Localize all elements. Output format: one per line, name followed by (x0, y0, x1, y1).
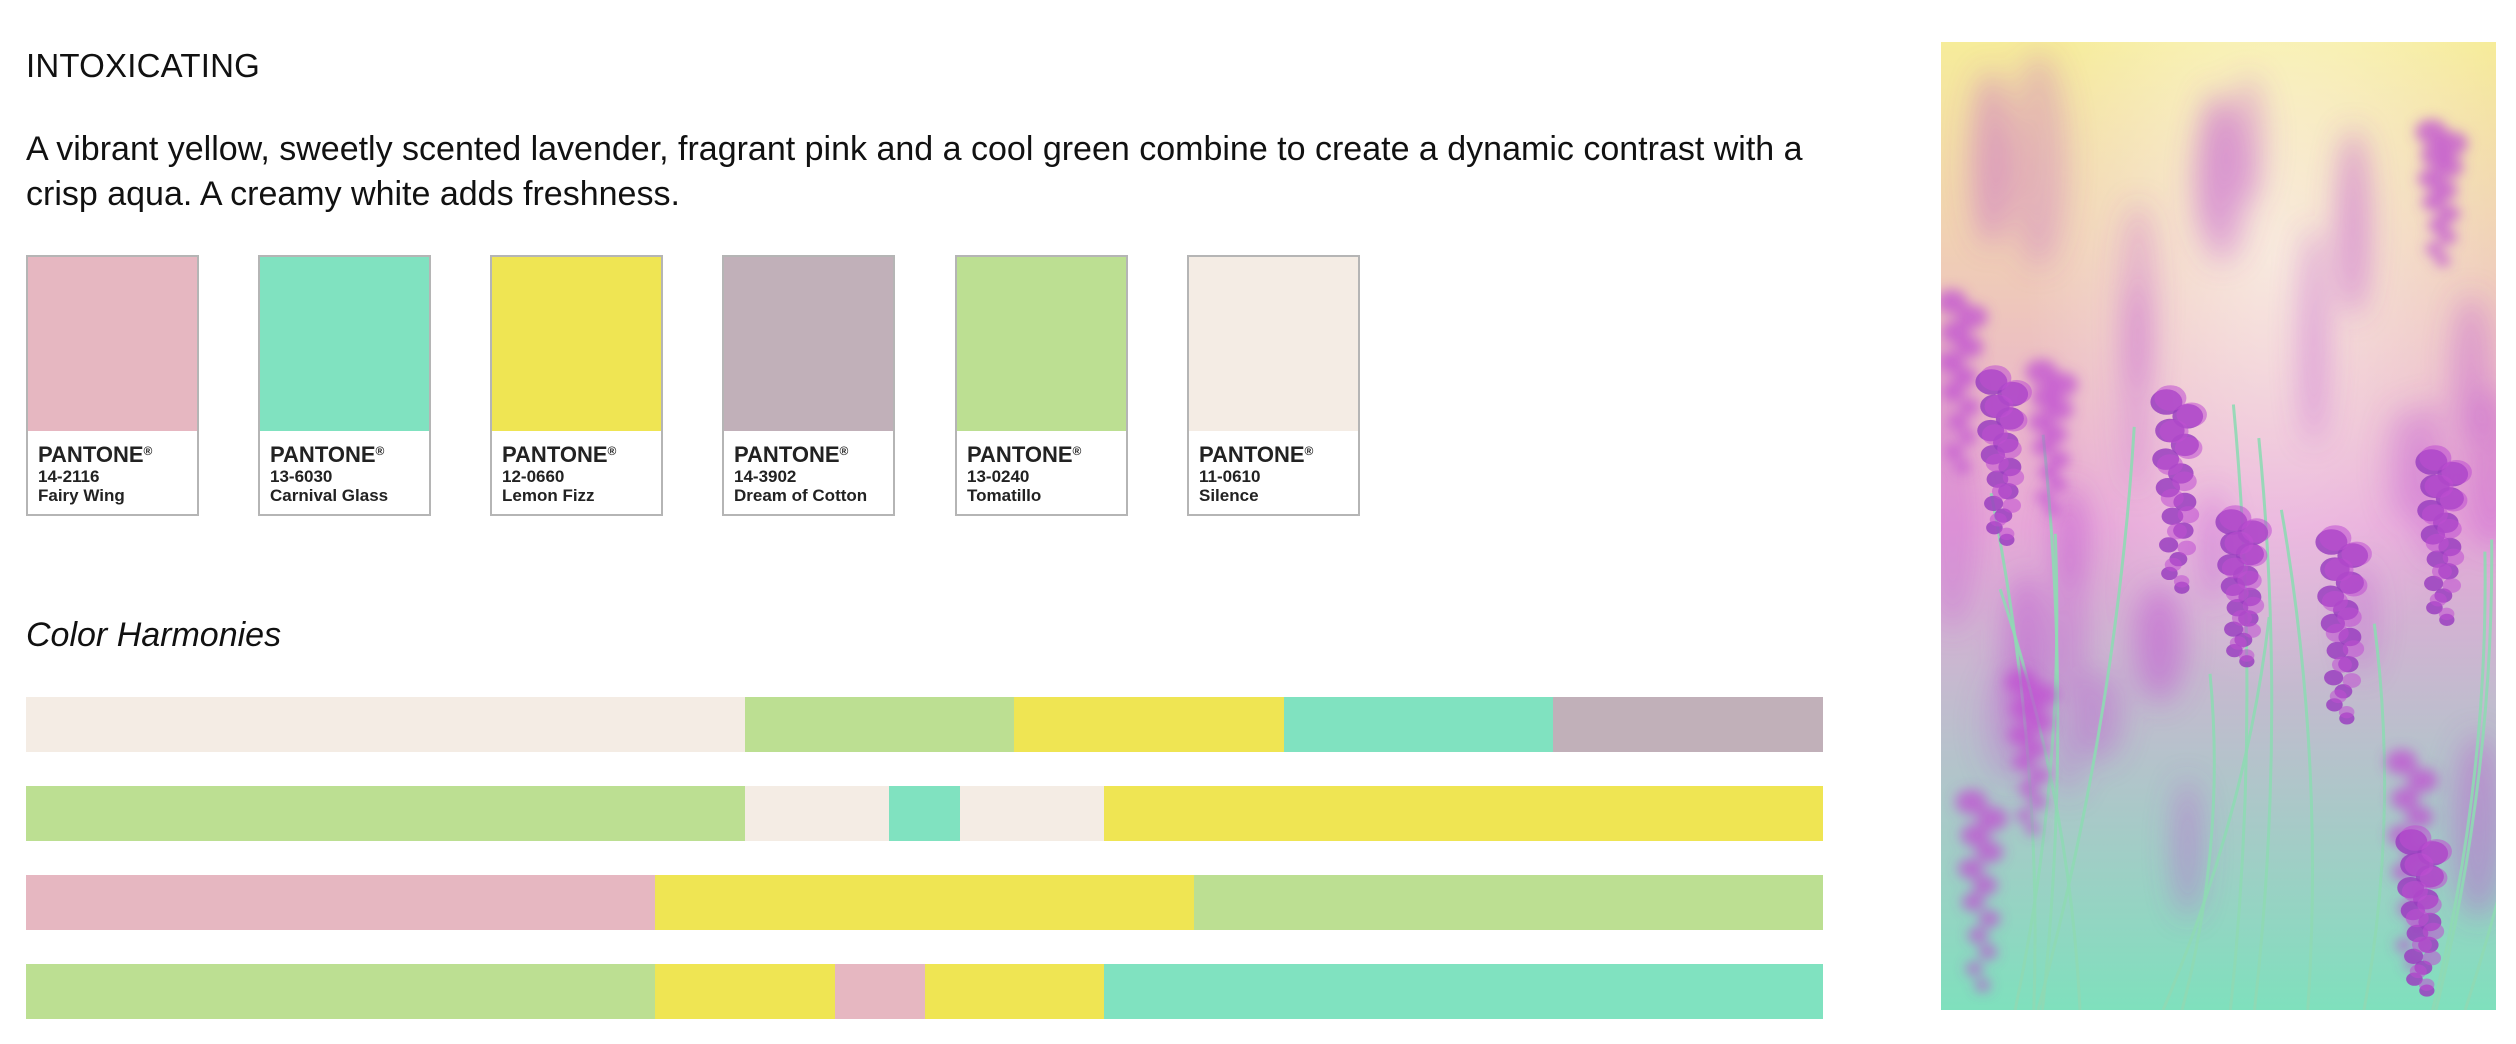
swatch-name: Lemon Fizz (502, 486, 595, 505)
swatch-code: 12-0660 (502, 467, 565, 486)
swatch-brand: PANTONE® (38, 442, 153, 467)
palette-description: A vibrant yellow, sweetly scented lavend… (26, 130, 1803, 213)
harmony-bar-1 (26, 697, 1823, 752)
swatch-color-chip (1189, 257, 1358, 431)
swatch-brand: PANTONE® (270, 442, 385, 467)
swatch-code: 13-0240 (967, 467, 1030, 486)
swatch-brand: PANTONE® (502, 442, 617, 467)
harmony-segment (1283, 697, 1554, 752)
harmony-bar-4 (26, 964, 1823, 1019)
color-harmonies-title: Color Harmonies (26, 616, 282, 654)
swatch-name: Fairy Wing (38, 486, 125, 505)
swatch-name: Dream of Cotton (734, 486, 868, 505)
swatch-name: Silence (1199, 486, 1259, 505)
harmony-bar-3 (26, 875, 1823, 930)
swatch-lemon-fizz: PANTONE® 12-0660 Lemon Fizz (490, 255, 663, 516)
harmony-bar-2 (26, 786, 1823, 841)
harmony-segment (1014, 697, 1284, 752)
swatch-color-chip (260, 257, 429, 431)
palette-title: INTOXICATING (26, 47, 261, 84)
lavender-photo-illustration (1941, 42, 2496, 1010)
harmony-segment (1104, 964, 1823, 1019)
harmony-segment (1553, 697, 1823, 752)
harmony-segment (654, 875, 1195, 930)
swatch-tomatillo: PANTONE® 13-0240 Tomatillo (955, 255, 1128, 516)
swatch-color-chip (492, 257, 661, 431)
swatch-fairy-wing: PANTONE® 14-2116 Fairy Wing (26, 255, 199, 516)
harmony-segment (924, 964, 1105, 1019)
harmony-segment (744, 786, 889, 841)
swatch-code: 11-0610 (1199, 467, 1261, 486)
swatch-carnival-glass: PANTONE® 13-6030 Carnival Glass (258, 255, 431, 516)
harmony-segment (26, 786, 745, 841)
swatch-brand: PANTONE® (1199, 442, 1314, 467)
swatch-silence: PANTONE® 11-0610 Silence (1187, 255, 1360, 516)
harmony-segment (744, 697, 1015, 752)
harmony-segment (1194, 875, 1823, 930)
swatch-color-chip (28, 257, 197, 431)
harmony-segment (26, 697, 745, 752)
harmony-segment (26, 875, 655, 930)
harmony-segment (654, 964, 835, 1019)
swatch-dream-of-cotton: PANTONE® 14-3902 Dream of Cotton (722, 255, 895, 516)
harmony-segment (960, 786, 1105, 841)
swatch-brand: PANTONE® (734, 442, 849, 467)
swatch-name: Tomatillo (967, 486, 1042, 505)
harmony-segment (26, 964, 655, 1019)
swatch-code: 13-6030 (270, 467, 333, 486)
harmony-segment (834, 964, 925, 1019)
swatch-color-chip (724, 257, 893, 431)
lavender-flowers-photo (1941, 42, 2496, 1010)
swatch-color-chip (957, 257, 1126, 431)
harmony-segment (888, 786, 961, 841)
harmony-segment (1104, 786, 1823, 841)
swatch-name: Carnival Glass (270, 486, 389, 505)
swatch-brand: PANTONE® (967, 442, 1082, 467)
swatch-code: 14-3902 (734, 467, 797, 486)
swatch-code: 14-2116 (38, 467, 100, 486)
